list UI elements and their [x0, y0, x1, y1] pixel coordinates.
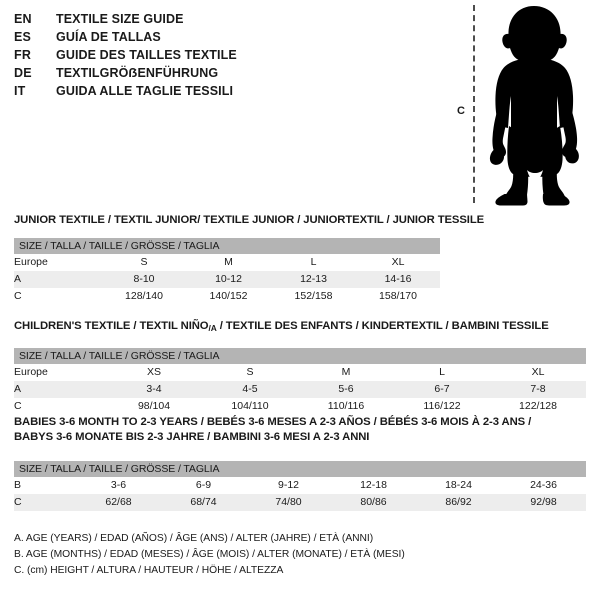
table-cell: 80/86 — [331, 494, 416, 511]
table-cell: S — [202, 364, 298, 381]
table-cell: 6-9 — [161, 477, 246, 494]
table-row: A 3-4 4-5 5-6 6-7 7-8 — [14, 381, 587, 398]
footnotes-legend: A. AGE (YEARS) / EDAD (AÑOS) / ÂGE (ANS)… — [14, 531, 405, 579]
title-lang-code: ES — [14, 30, 32, 44]
title-text: TEXTILE SIZE GUIDE — [56, 12, 184, 26]
table-row: C 62/68 68/74 74/80 80/86 86/92 92/98 — [14, 494, 587, 511]
table-cell: 5-6 — [298, 381, 394, 398]
title-row: FR GUIDE DES TAILLES TEXTILE — [14, 48, 434, 66]
children-section-heading: CHILDREN'S TEXTILE / TEXTIL NIÑO/A / TEX… — [14, 320, 549, 333]
table-bar-row: SIZE / TALLA / TAILLE / GRÖSSE / TAGLIA — [14, 461, 587, 477]
table-cell: 18-24 — [416, 477, 501, 494]
table-row: C 128/140 140/152 152/158 158/170 — [14, 288, 441, 305]
table-cell: 86/92 — [416, 494, 501, 511]
table-cell: 12-18 — [331, 477, 416, 494]
table-cell: XS — [106, 364, 202, 381]
table-cell: 3-6 — [76, 477, 161, 494]
table-cell: 8-10 — [102, 271, 186, 288]
table-row: A 8-10 10-12 12-13 14-16 — [14, 271, 441, 288]
table-cell: 98/104 — [106, 398, 202, 415]
title-lang-code: DE — [14, 66, 32, 80]
junior-section-heading: JUNIOR TEXTILE / TEXTIL JUNIOR/ TEXTILE … — [14, 214, 485, 226]
table-cell: 4-5 — [202, 381, 298, 398]
table-cell: L — [394, 364, 490, 381]
footnote-a: A. AGE (YEARS) / EDAD (AÑOS) / ÂGE (ANS)… — [14, 533, 374, 544]
babies-section-heading: BABIES 3-6 MONTH TO 2-3 YEARS / BEBÉS 3-… — [14, 416, 531, 443]
title-text: GUÍA DE TALLAS — [56, 30, 161, 44]
table-cell: 74/80 — [246, 494, 331, 511]
table-cell: M — [186, 254, 271, 271]
row-label: C — [14, 288, 102, 305]
table-cell: M — [298, 364, 394, 381]
height-illustration: C — [440, 0, 600, 212]
table-cell: XL — [356, 254, 441, 271]
title-row: ES GUÍA DE TALLAS — [14, 30, 434, 48]
table-cell: 14-16 — [356, 271, 441, 288]
table-row: C 98/104 104/110 110/116 116/122 122/128 — [14, 398, 587, 415]
babies-heading-line1: BABIES 3-6 MONTH TO 2-3 YEARS / BEBÉS 3-… — [14, 416, 532, 428]
table-cell: 158/170 — [356, 288, 441, 305]
babies-heading-line2: BABYS 3-6 MONATE BIS 2-3 JAHRE / BAMBINI… — [14, 431, 370, 443]
table-cell: S — [102, 254, 186, 271]
title-text: GUIDA ALLE TAGLIE TESSILI — [56, 84, 234, 98]
title-row: DE TEXTILGRÖẞENFÜHRUNG — [14, 66, 434, 84]
table-cell: 9-12 — [246, 477, 331, 494]
title-lang-code: FR — [14, 48, 32, 62]
title-text: GUIDE DES TAILLES TEXTILE — [56, 48, 237, 62]
table-cell: 152/158 — [271, 288, 356, 305]
table-bar-row: SIZE / TALLA / TAILLE / GRÖSSE / TAGLIA — [14, 238, 441, 254]
size-bar-label: SIZE / TALLA / TAILLE / GRÖSSE / TAGLIA — [14, 238, 441, 254]
table-cell: 12-13 — [271, 271, 356, 288]
table-cell: L — [271, 254, 356, 271]
title-lang-code: IT — [14, 84, 26, 98]
row-label: Europe — [14, 254, 102, 271]
babies-size-table: SIZE / TALLA / TAILLE / GRÖSSE / TAGLIA … — [14, 461, 587, 511]
table-cell: 3-4 — [106, 381, 202, 398]
size-bar-label: SIZE / TALLA / TAILLE / GRÖSSE / TAGLIA — [14, 461, 587, 477]
row-label: A — [14, 381, 106, 398]
footnote-b: B. AGE (MONTHS) / EDAD (MESES) / ÂGE (MO… — [14, 549, 405, 560]
junior-size-table: SIZE / TALLA / TAILLE / GRÖSSE / TAGLIA … — [14, 238, 441, 305]
language-title-block: EN TEXTILE SIZE GUIDE ES GUÍA DE TALLAS … — [14, 12, 434, 102]
table-cell: 104/110 — [202, 398, 298, 415]
size-bar-label: SIZE / TALLA / TAILLE / GRÖSSE / TAGLIA — [14, 348, 587, 364]
table-bar-row: SIZE / TALLA / TAILLE / GRÖSSE / TAGLIA — [14, 348, 587, 364]
row-label: Europe — [14, 364, 106, 381]
table-cell: 140/152 — [186, 288, 271, 305]
toddler-silhouette-icon — [489, 6, 579, 206]
table-cell: 110/116 — [298, 398, 394, 415]
height-measure-dashed-line — [473, 5, 475, 203]
table-cell: 10-12 — [186, 271, 271, 288]
row-label: C — [14, 398, 106, 415]
table-cell: 122/128 — [490, 398, 587, 415]
table-cell: 7-8 — [490, 381, 587, 398]
row-label: A — [14, 271, 102, 288]
height-measure-label: C — [457, 105, 465, 117]
footnote-c: C. (cm) HEIGHT / ALTURA / HAUTEUR / HÖHE… — [14, 565, 284, 576]
table-cell: XL — [490, 364, 587, 381]
children-size-table: SIZE / TALLA / TAILLE / GRÖSSE / TAGLIA … — [14, 348, 587, 415]
table-cell: 92/98 — [501, 494, 587, 511]
table-row: Europe S M L XL — [14, 254, 441, 271]
table-row: Europe XS S M L XL — [14, 364, 587, 381]
table-cell: 6-7 — [394, 381, 490, 398]
table-cell: 24-36 — [501, 477, 587, 494]
title-row: EN TEXTILE SIZE GUIDE — [14, 12, 434, 30]
children-heading-pre: CHILDREN'S TEXTILE / TEXTIL NIÑO — [14, 320, 209, 332]
children-heading-subscript: /A — [208, 323, 217, 333]
row-label: B — [14, 477, 76, 494]
row-label: C — [14, 494, 76, 511]
table-cell: 128/140 — [102, 288, 186, 305]
title-row: IT GUIDA ALLE TAGLIE TESSILI — [14, 84, 434, 102]
children-heading-post: / TEXTILE DES ENFANTS / KINDERTEXTIL / B… — [216, 320, 549, 332]
title-lang-code: EN — [14, 12, 32, 26]
table-row: B 3-6 6-9 9-12 12-18 18-24 24-36 — [14, 477, 587, 494]
table-cell: 62/68 — [76, 494, 161, 511]
table-cell: 116/122 — [394, 398, 490, 415]
title-text: TEXTILGRÖẞENFÜHRUNG — [56, 66, 219, 80]
table-cell: 68/74 — [161, 494, 246, 511]
